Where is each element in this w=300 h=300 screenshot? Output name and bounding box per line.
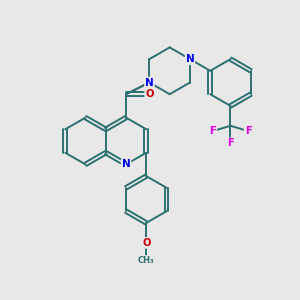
- Text: O: O: [142, 238, 151, 248]
- Text: N: N: [122, 159, 130, 170]
- Text: F: F: [245, 126, 251, 136]
- Text: F: F: [227, 138, 234, 148]
- Text: CH₃: CH₃: [138, 256, 154, 265]
- Text: O: O: [145, 89, 154, 99]
- Text: N: N: [186, 54, 194, 64]
- Text: F: F: [210, 126, 216, 136]
- Text: N: N: [145, 77, 154, 88]
